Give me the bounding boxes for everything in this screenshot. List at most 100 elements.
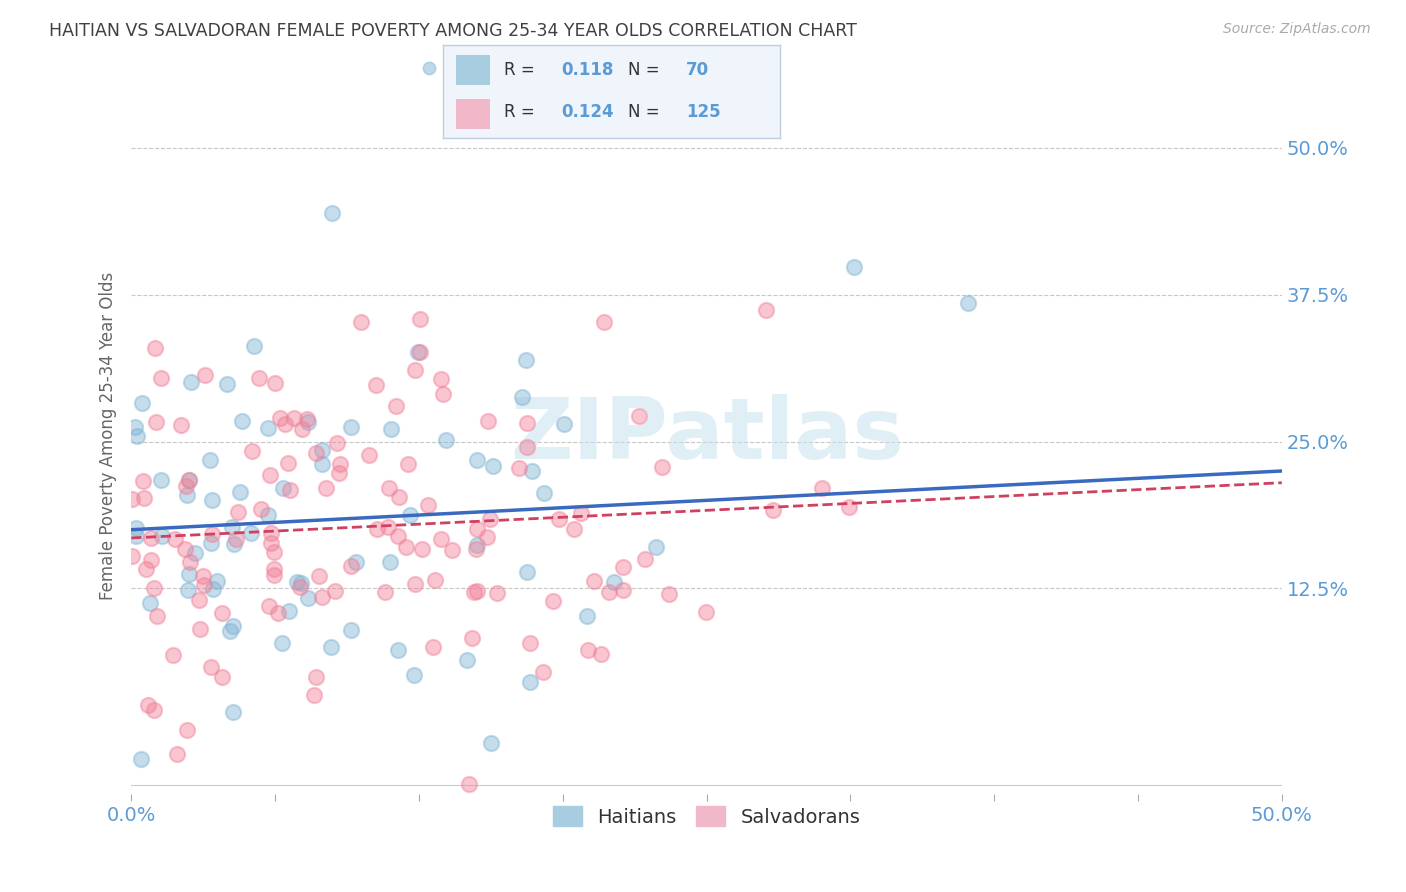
Point — [135, 562, 157, 576]
Point — [201, 582, 224, 597]
Point — [308, 569, 330, 583]
Point — [311, 590, 333, 604]
Point — [247, 370, 270, 384]
Point — [264, 376, 287, 390]
Point — [285, 575, 308, 590]
Point — [838, 500, 860, 515]
Point — [176, 723, 198, 737]
Point — [395, 540, 418, 554]
Point — [162, 648, 184, 663]
Point — [430, 532, 453, 546]
Point — [350, 315, 373, 329]
Point — [516, 440, 538, 454]
Point — [576, 608, 599, 623]
Point — [562, 522, 585, 536]
Point — [225, 533, 247, 547]
Point — [479, 736, 502, 750]
Point — [533, 485, 555, 500]
Point — [305, 670, 328, 684]
Point — [257, 599, 280, 613]
Point — [263, 545, 285, 559]
Point — [259, 467, 281, 482]
Point — [134, 491, 156, 505]
Point — [200, 526, 222, 541]
Point — [842, 260, 865, 275]
Point — [191, 569, 214, 583]
Point — [458, 777, 481, 791]
Point — [385, 399, 408, 413]
Point — [515, 352, 537, 367]
Point — [176, 488, 198, 502]
Point — [136, 698, 159, 713]
Point — [277, 604, 299, 618]
Point — [188, 622, 211, 636]
Point — [603, 575, 626, 590]
Point — [200, 453, 222, 467]
Point — [257, 508, 280, 523]
Point — [201, 493, 224, 508]
Point — [399, 508, 422, 522]
Point — [311, 442, 333, 457]
Point — [531, 665, 554, 680]
Point — [508, 460, 530, 475]
Point — [408, 344, 430, 359]
Point — [329, 457, 352, 471]
Point — [243, 338, 266, 352]
Point — [810, 481, 832, 495]
Point — [132, 474, 155, 488]
Point — [461, 632, 484, 646]
Text: 125: 125 — [686, 103, 720, 121]
Point — [644, 540, 666, 554]
Point — [519, 636, 541, 650]
Point — [174, 542, 197, 557]
Point — [239, 525, 262, 540]
Text: R =: R = — [503, 103, 540, 121]
Point — [328, 466, 350, 480]
Point — [170, 417, 193, 432]
Point — [193, 578, 215, 592]
FancyBboxPatch shape — [457, 99, 491, 129]
Point — [139, 553, 162, 567]
Point — [695, 605, 717, 619]
Point — [125, 529, 148, 543]
Point — [149, 473, 172, 487]
Point — [387, 529, 409, 543]
Point — [315, 481, 337, 495]
Point — [305, 446, 328, 460]
Point — [627, 409, 650, 423]
Point — [658, 587, 681, 601]
Point — [404, 363, 426, 377]
Point — [205, 574, 228, 589]
Point — [344, 555, 367, 569]
Point — [651, 460, 673, 475]
Point — [422, 640, 444, 654]
Point — [319, 640, 342, 655]
Point — [634, 552, 657, 566]
Point — [465, 583, 488, 598]
Point — [150, 529, 173, 543]
Point — [295, 411, 318, 425]
Point — [221, 705, 243, 719]
Point — [434, 433, 457, 447]
Point — [387, 643, 409, 657]
Point — [124, 419, 146, 434]
Point — [176, 479, 198, 493]
Point — [378, 555, 401, 569]
Point — [179, 555, 201, 569]
Point — [273, 417, 295, 431]
Point — [145, 341, 167, 355]
Point — [277, 456, 299, 470]
Point — [326, 435, 349, 450]
Point — [166, 747, 188, 761]
Point — [283, 410, 305, 425]
Point — [125, 429, 148, 443]
Point — [364, 377, 387, 392]
Text: 0.124: 0.124 — [561, 103, 613, 121]
Point — [755, 303, 778, 318]
Point — [267, 607, 290, 621]
Point — [297, 415, 319, 429]
Point — [226, 505, 249, 519]
Point — [516, 565, 538, 579]
Text: 0.118: 0.118 — [561, 61, 613, 78]
Point — [278, 483, 301, 497]
